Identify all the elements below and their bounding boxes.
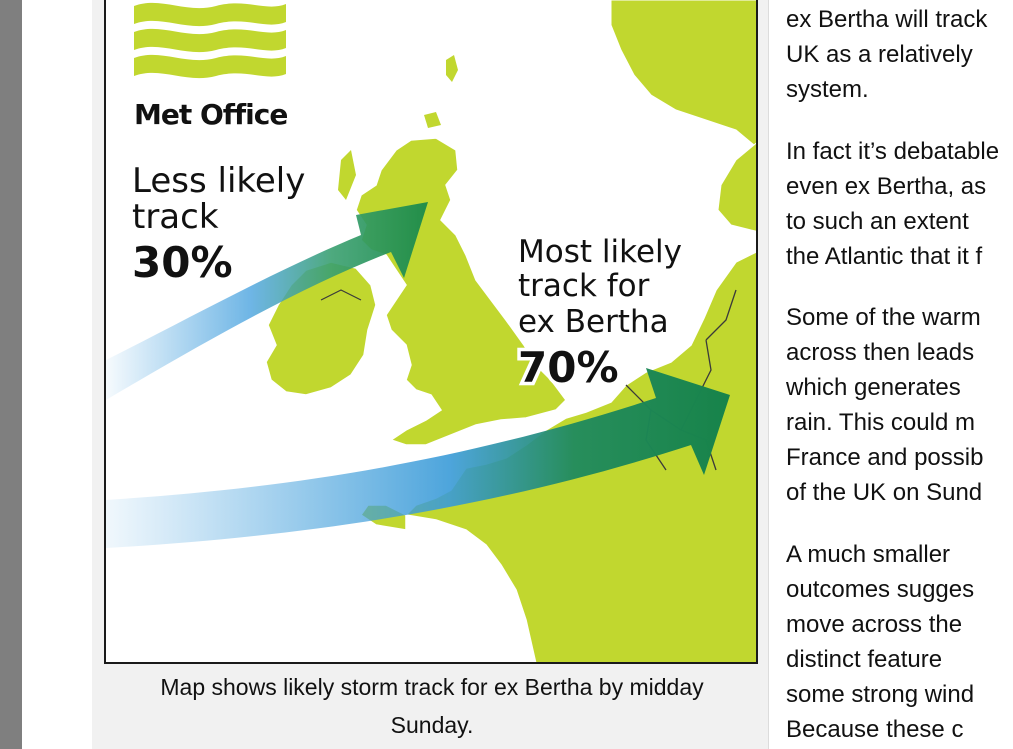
text-line: move across the [786, 611, 963, 638]
text-line: UK as a relatively [786, 41, 973, 68]
most-likely-line3: ex Bertha [518, 304, 669, 340]
text-line: even ex Bertha, as [786, 173, 987, 200]
orkney [424, 112, 441, 128]
text-line: which generates [786, 374, 961, 401]
less-likely-line1: Less likely [132, 161, 305, 201]
text-line: rain. This could m [786, 409, 975, 436]
most-likely-line2: track for [518, 268, 650, 304]
text-line: to such an extent [786, 208, 969, 235]
text-line: outcomes sugges [786, 576, 975, 603]
article-paragraph-1: ex Bertha will track UK as a relatively … [786, 2, 987, 107]
less-likely-percent: 30% [132, 238, 233, 287]
text-line: Because these c [786, 716, 964, 743]
brand-label: Met Office [134, 98, 287, 131]
text-line: system. [786, 76, 869, 103]
less-likely-line2: track [132, 197, 219, 237]
most-likely-percent: 70% [518, 343, 619, 392]
text-line: some strong wind [786, 681, 975, 708]
map-caption: Map shows likely storm track for ex Bert… [98, 668, 766, 744]
article-paragraph-2: In fact it’s debatable even ex Bertha, a… [786, 134, 999, 274]
text-line: the Atlantic that it f [786, 243, 983, 270]
most-likely-track-arrow [106, 368, 730, 548]
most-likely-label: Most likely track for ex Bertha 70% [515, 231, 685, 396]
text-line: France and possib [786, 444, 984, 471]
page-margin [22, 0, 92, 749]
text-line: ex Bertha will track [786, 6, 988, 33]
denmark [717, 142, 756, 232]
article-paragraph-4: A much smaller outcomes sugges move acro… [786, 537, 974, 747]
most-likely-line1: Most likely [518, 234, 682, 270]
met-office-logo [134, 2, 286, 79]
text-line: across then leads [786, 339, 975, 366]
column-divider [768, 0, 769, 749]
text-line: distinct feature [786, 646, 943, 673]
left-scroll-gutter [0, 0, 22, 749]
caption-line1: Map shows likely storm track for ex Bert… [160, 674, 704, 700]
text-line: Some of the warm [786, 304, 981, 331]
shetland [446, 55, 458, 82]
article-paragraph-3: Some of the warm across then leads which… [786, 300, 983, 510]
hebrides [338, 150, 356, 200]
caption-line2: Sunday. [390, 712, 474, 738]
map-svg: Met Office Less likely track 30% Most li… [106, 0, 756, 662]
article-text: ex Bertha will track UK as a relatively … [786, 0, 1013, 749]
less-likely-track-arrow [106, 202, 428, 400]
ireland-border [320, 289, 362, 301]
text-line: In fact it’s debatable [786, 138, 1000, 165]
scandinavia [610, 0, 756, 148]
text-line: A much smaller [786, 541, 951, 568]
storm-track-map: Met Office Less likely track 30% Most li… [104, 0, 758, 664]
text-line: of the UK on Sund [786, 479, 983, 506]
